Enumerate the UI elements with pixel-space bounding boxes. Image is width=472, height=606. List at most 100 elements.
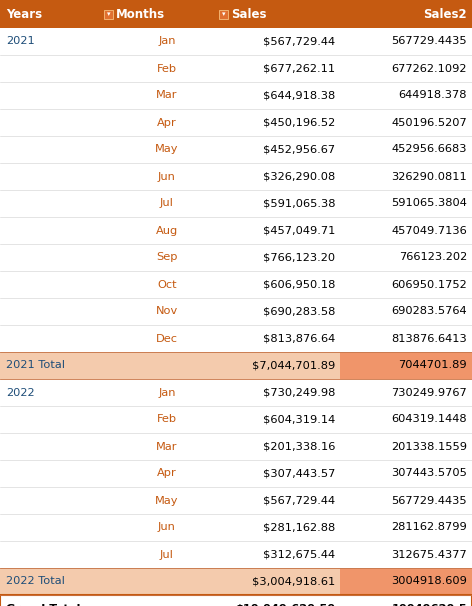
Bar [340, 568, 472, 595]
Text: 567729.4435: 567729.4435 [391, 36, 467, 47]
Text: 766123.202: 766123.202 [399, 253, 467, 262]
Bar [0, 541, 472, 568]
Text: $450,196.52: $450,196.52 [263, 118, 335, 127]
Text: $606,950.18: $606,950.18 [262, 279, 335, 290]
Text: Jul: Jul [160, 199, 174, 208]
Text: 201338.1559: 201338.1559 [391, 442, 467, 451]
Text: Mar: Mar [156, 442, 178, 451]
Text: $281,162.88: $281,162.88 [263, 522, 335, 533]
Text: Jan: Jan [158, 387, 176, 398]
Text: $7,044,701.89: $7,044,701.89 [252, 361, 335, 370]
Bar [0, 82, 472, 109]
Text: Oct: Oct [157, 279, 177, 290]
Bar [0, 460, 472, 487]
Text: Apr: Apr [157, 118, 177, 127]
Text: 690283.5764: 690283.5764 [391, 307, 467, 316]
Text: 307443.5705: 307443.5705 [391, 468, 467, 479]
Text: 312675.4377: 312675.4377 [391, 550, 467, 559]
Text: Months: Months [116, 7, 165, 21]
Text: Apr: Apr [157, 468, 177, 479]
Bar [0, 28, 472, 55]
Text: Sep: Sep [156, 253, 178, 262]
Text: Years: Years [6, 7, 42, 21]
Text: $307,443.57: $307,443.57 [262, 468, 335, 479]
Bar [0, 109, 472, 136]
Bar [0, 271, 472, 298]
Bar [0, 190, 472, 217]
Bar [0, 595, 472, 606]
Text: $677,262.11: $677,262.11 [263, 64, 335, 73]
Text: $730,249.98: $730,249.98 [262, 387, 335, 398]
Text: $567,729.44: $567,729.44 [263, 496, 335, 505]
Text: $10,049,620.50: $10,049,620.50 [235, 604, 335, 606]
Text: 604319.1448: 604319.1448 [391, 415, 467, 424]
Bar [0, 217, 472, 244]
Text: 644918.378: 644918.378 [398, 90, 467, 101]
Bar [0, 352, 340, 379]
Text: Feb: Feb [157, 415, 177, 424]
Text: 2022: 2022 [6, 387, 34, 398]
Text: $604,319.14: $604,319.14 [263, 415, 335, 424]
Bar [0, 163, 472, 190]
Text: May: May [155, 496, 179, 505]
Bar [0, 487, 472, 514]
Text: $567,729.44: $567,729.44 [263, 36, 335, 47]
Bar [0, 433, 472, 460]
Text: 591065.3804: 591065.3804 [391, 199, 467, 208]
Text: 606950.1752: 606950.1752 [391, 279, 467, 290]
Bar [104, 10, 113, 19]
Bar [340, 352, 472, 379]
Bar [0, 136, 472, 163]
Text: $690,283.58: $690,283.58 [262, 307, 335, 316]
Text: 2022 Total: 2022 Total [6, 576, 65, 587]
Bar [219, 10, 228, 19]
Bar [0, 568, 340, 595]
Text: 326290.0811: 326290.0811 [391, 171, 467, 182]
Text: 452956.6683: 452956.6683 [391, 144, 467, 155]
Text: Sales: Sales [231, 7, 267, 21]
Text: Jun: Jun [158, 171, 176, 182]
Text: Nov: Nov [156, 307, 178, 316]
Text: ▾: ▾ [107, 11, 110, 17]
Text: Jan: Jan [158, 36, 176, 47]
Text: Aug: Aug [156, 225, 178, 236]
Text: 567729.4435: 567729.4435 [391, 496, 467, 505]
Text: 281162.8799: 281162.8799 [391, 522, 467, 533]
Text: 7044701.89: 7044701.89 [398, 361, 467, 370]
Text: Jul: Jul [160, 550, 174, 559]
Text: $312,675.44: $312,675.44 [263, 550, 335, 559]
Text: 2021: 2021 [6, 36, 35, 47]
Text: $813,876.64: $813,876.64 [263, 333, 335, 344]
Text: 2021 Total: 2021 Total [6, 361, 65, 370]
Bar [0, 514, 472, 541]
Text: May: May [155, 144, 179, 155]
Text: 813876.6413: 813876.6413 [391, 333, 467, 344]
Text: Dec: Dec [156, 333, 178, 344]
Text: $591,065.38: $591,065.38 [262, 199, 335, 208]
Text: $766,123.20: $766,123.20 [263, 253, 335, 262]
Text: Jun: Jun [158, 522, 176, 533]
Text: 730249.9767: 730249.9767 [391, 387, 467, 398]
Bar [0, 0, 472, 28]
Bar [0, 244, 472, 271]
Text: Sales2: Sales2 [423, 7, 467, 21]
Text: $457,049.71: $457,049.71 [262, 225, 335, 236]
Text: $201,338.16: $201,338.16 [262, 442, 335, 451]
Bar [0, 325, 472, 352]
Bar [0, 406, 472, 433]
Text: ▾: ▾ [222, 11, 225, 17]
Text: $3,004,918.61: $3,004,918.61 [252, 576, 335, 587]
Text: Grand Total: Grand Total [6, 604, 81, 606]
Text: Feb: Feb [157, 64, 177, 73]
Text: $644,918.38: $644,918.38 [263, 90, 335, 101]
Text: $452,956.67: $452,956.67 [263, 144, 335, 155]
Text: $326,290.08: $326,290.08 [263, 171, 335, 182]
Bar [0, 298, 472, 325]
Text: Mar: Mar [156, 90, 178, 101]
Text: 677262.1092: 677262.1092 [391, 64, 467, 73]
Text: 3004918.609: 3004918.609 [391, 576, 467, 587]
Text: 10049620.5: 10049620.5 [391, 604, 467, 606]
Text: 457049.7136: 457049.7136 [391, 225, 467, 236]
Text: 450196.5207: 450196.5207 [391, 118, 467, 127]
Bar [0, 55, 472, 82]
